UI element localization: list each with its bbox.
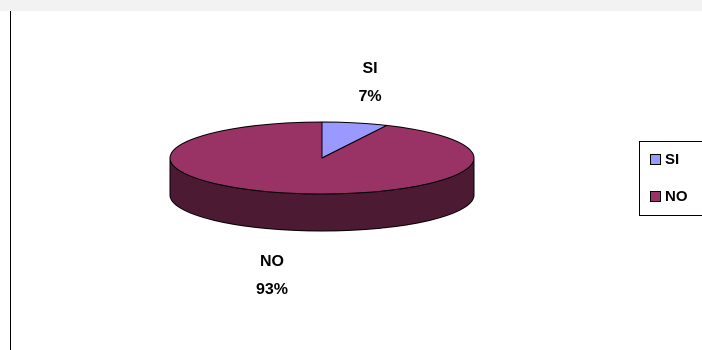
legend-label-no: NO: [665, 187, 688, 205]
legend-item-no: NO: [650, 187, 688, 205]
legend-swatch-no: [650, 190, 661, 202]
data-label-no-name: NO: [260, 253, 284, 270]
pie-slice-no: [169, 121, 475, 195]
data-label-si-percent: 7%: [358, 88, 381, 105]
legend-item-si: SI: [650, 150, 679, 168]
legend-swatch-si: [650, 153, 661, 165]
data-label-no-percent: 93%: [256, 281, 288, 298]
chart-left-border: [10, 11, 11, 350]
legend-label-si: SI: [665, 150, 680, 168]
chart-legend: SI NO: [639, 141, 702, 216]
data-label-si-name: SI: [362, 60, 377, 77]
chart-top-band: [0, 0, 702, 11]
